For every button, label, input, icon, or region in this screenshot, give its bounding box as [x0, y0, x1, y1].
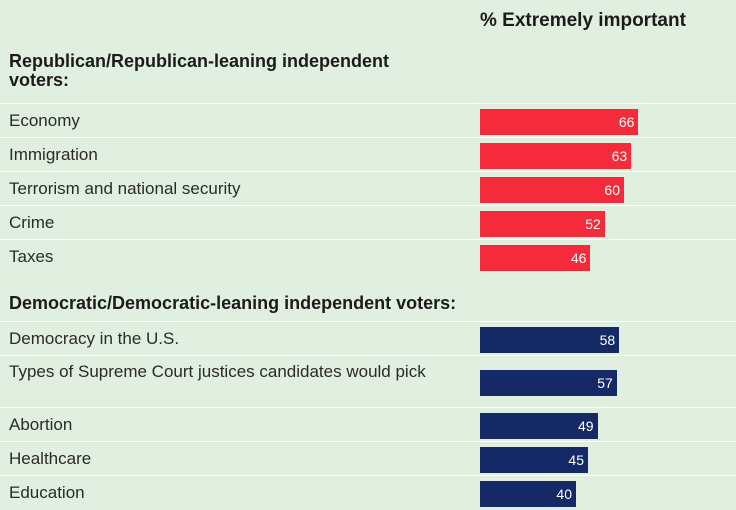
data-label: 60 — [604, 182, 620, 198]
category-label: Abortion — [9, 415, 73, 434]
bar: 40 — [480, 481, 576, 507]
group-title: Democratic/Democratic-leaning independen… — [9, 293, 457, 313]
data-label: 63 — [611, 148, 628, 164]
category-label: Immigration — [9, 145, 98, 164]
bar-row: Education 40 — [0, 475, 736, 510]
column-header: % Extremely important — [480, 10, 686, 31]
bar-row: Abortion 49 — [0, 407, 736, 442]
bar: 66 — [480, 109, 639, 135]
bar: 45 — [480, 447, 588, 473]
bar: 57 — [480, 370, 617, 396]
bar-row: Immigration 63 — [0, 137, 736, 172]
bar-row: Taxes 46 — [0, 239, 736, 274]
data-label: 45 — [568, 452, 584, 468]
data-label: 46 — [570, 250, 587, 266]
data-label: 40 — [556, 486, 572, 502]
category-label: Democracy in the U.S. — [9, 329, 180, 348]
bar-row: Types of Supreme Court justices candidat… — [0, 355, 736, 408]
category-label: Crime — [9, 213, 55, 232]
bar: 58 — [480, 327, 620, 353]
category-label: Economy — [9, 111, 80, 130]
bar: 63 — [480, 143, 632, 169]
bar: 49 — [480, 413, 598, 439]
bar: 52 — [480, 211, 605, 237]
data-label: 57 — [597, 375, 613, 391]
bar-row: Terrorism and national security 60 — [0, 171, 736, 206]
category-label: Healthcare — [9, 449, 92, 468]
data-label: 66 — [618, 114, 635, 130]
data-label: 58 — [599, 332, 616, 348]
category-label: Terrorism and national security — [9, 179, 241, 198]
category-label: Taxes — [9, 247, 54, 266]
bar: 60 — [480, 177, 624, 203]
bar-row: Healthcare 45 — [0, 441, 736, 476]
category-label: Types of Supreme Court justices candidat… — [9, 362, 426, 381]
data-label: 52 — [585, 216, 601, 232]
bar-row: Economy 66 — [0, 103, 736, 138]
bar-row: Crime 52 — [0, 205, 736, 240]
group-title: Republican/Republican-leaning independen… — [9, 51, 390, 90]
data-label: 49 — [578, 418, 594, 434]
bar-row: Democracy in the U.S. 58 — [0, 321, 736, 356]
bar: 46 — [480, 245, 591, 271]
category-label: Education — [9, 483, 85, 502]
